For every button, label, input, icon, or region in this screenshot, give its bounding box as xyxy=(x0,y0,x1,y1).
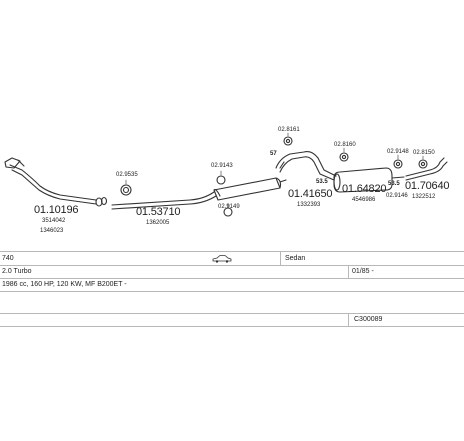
gasket-drawing xyxy=(120,184,132,196)
exhaust-system-diagram: 01.10196 3514042 1346023 02.9535 01.5371… xyxy=(4,127,450,234)
part-number-label: 01.70640 xyxy=(405,180,450,192)
part-ref-label: 1332393 xyxy=(297,202,321,208)
part-number-label: 01.53710 xyxy=(136,206,181,218)
clamp-code-label: 02.9146 xyxy=(386,193,408,199)
gasket-code-label: 02.9535 xyxy=(116,172,138,178)
table-divider xyxy=(0,265,464,266)
tail-pipe-drawing xyxy=(405,157,448,181)
front-pipe-drawing xyxy=(4,157,108,207)
part-ref-label: 1362005 xyxy=(146,220,170,226)
table-divider xyxy=(0,291,464,292)
sedan-car-icon xyxy=(212,255,232,263)
table-divider xyxy=(0,313,464,314)
catalog-code-cell: C300089 xyxy=(354,316,383,323)
body-type-cell: Sedan xyxy=(285,255,306,262)
table-column-divider xyxy=(280,252,281,265)
model-cell: 740 xyxy=(2,255,14,262)
table-column-divider xyxy=(348,314,349,326)
date-cell: 01/85 - xyxy=(352,268,374,275)
diameter-marker: 53.5 xyxy=(316,179,328,185)
part-ref-label: 4546986 xyxy=(352,197,376,203)
part-number-label: 01.64820 xyxy=(342,183,387,195)
table-column-divider xyxy=(348,266,349,278)
diameter-marker: 57 xyxy=(270,151,277,157)
exhaust-parts-drawing xyxy=(4,132,448,217)
table-divider xyxy=(0,278,464,279)
part-ref-label: 1346023 xyxy=(40,228,64,234)
part-ref-label: 3514042 xyxy=(42,218,66,224)
rear-muffler-drawing xyxy=(333,152,405,193)
bracket-code-label: 02.8161 xyxy=(278,127,300,133)
intermediate-pipe-drawing xyxy=(275,136,337,181)
engine-spec-cell: 1986 cc, 160 HP, 120 KW, MF B200ET - xyxy=(2,281,127,288)
clamp-code-label: 02.9149 xyxy=(218,204,240,210)
diameter-marker: 53.5 xyxy=(388,181,400,187)
bracket-code-label: 02.8160 xyxy=(334,142,356,148)
bracket-code-label: 02.8150 xyxy=(413,150,435,156)
engine-cell: 2.0 Turbo xyxy=(2,268,32,275)
part-number-label: 01.41650 xyxy=(288,188,333,200)
clamp-drawing xyxy=(216,175,226,185)
table-divider xyxy=(0,251,464,252)
center-muffler-drawing xyxy=(111,177,287,210)
part-number-label: 01.10196 xyxy=(34,204,79,216)
table-divider xyxy=(0,326,464,327)
clamp-code-label: 02.9148 xyxy=(387,149,409,155)
clamp-code-label: 02.9143 xyxy=(211,163,233,169)
part-ref-label: 1322512 xyxy=(412,194,436,200)
